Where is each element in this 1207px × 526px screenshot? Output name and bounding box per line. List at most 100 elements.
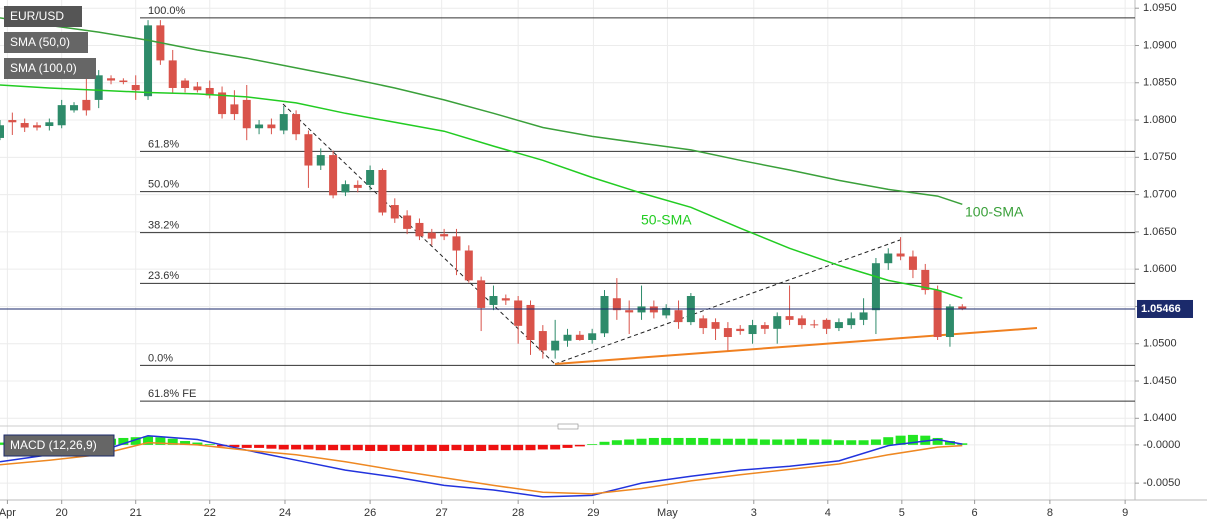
histogram-bar	[883, 437, 894, 445]
candle-body	[267, 124, 276, 129]
histogram-bar	[254, 444, 265, 448]
y-tick-label: 1.0850	[1143, 77, 1177, 89]
y-tick-label: 1.0450	[1143, 375, 1177, 387]
y-tick-label: -0.0050	[1143, 477, 1180, 489]
histogram-bar	[550, 444, 561, 450]
last-price-box	[1137, 299, 1193, 318]
histogram-bar	[944, 441, 955, 445]
series-annotation: 100-SMA	[965, 204, 1024, 220]
x-tick-label: 3	[751, 507, 757, 519]
candle-body	[945, 306, 954, 338]
histogram-bar	[439, 444, 450, 451]
candle-body	[612, 298, 621, 311]
candle-body	[304, 134, 313, 166]
histogram-bar	[340, 444, 351, 451]
candle-body	[8, 120, 17, 123]
fib-label: 50.0%	[148, 179, 179, 191]
histogram-bar	[414, 444, 425, 451]
histogram-bar	[463, 444, 474, 451]
x-tick-label: 26	[364, 507, 376, 519]
legend-box	[4, 58, 96, 79]
legend-box	[4, 32, 88, 53]
x-tick-label: Apr	[0, 507, 16, 519]
candle-body	[662, 307, 671, 316]
candle-body	[588, 333, 597, 340]
y-tick-label: 1.0950	[1143, 2, 1177, 14]
candle-body	[94, 75, 103, 100]
legend-sma100: SMA (100,0)	[10, 61, 77, 75]
candle-body	[427, 232, 436, 239]
histogram-bar	[118, 437, 129, 445]
candle-body	[242, 99, 251, 129]
x-tick-label: 29	[587, 507, 599, 519]
y-tick-label: 1.0600	[1143, 263, 1177, 275]
histogram-bar	[587, 444, 598, 445]
histogram-bar	[525, 444, 536, 451]
candle-body	[440, 234, 449, 237]
y-tick-label: 1.0700	[1143, 189, 1177, 201]
histogram-bar	[759, 439, 770, 445]
candle-body	[884, 253, 893, 264]
histogram-bar	[130, 437, 141, 445]
histogram-bar	[513, 444, 524, 451]
fib-label: 100.0%	[148, 5, 186, 17]
histogram-bar	[661, 437, 672, 445]
histogram-bar	[846, 440, 857, 445]
candle-body	[316, 155, 325, 166]
x-tick-label: May	[657, 507, 678, 519]
support-line	[554, 327, 1038, 365]
histogram-bar	[204, 444, 215, 445]
x-tick-label: 21	[130, 507, 142, 519]
candle-body	[822, 319, 831, 329]
panel-handle[interactable]	[557, 423, 579, 430]
histogram-bar	[809, 439, 820, 445]
histogram-bar	[722, 438, 733, 445]
histogram-bar	[673, 437, 684, 445]
candle-body	[933, 290, 942, 338]
histogram-bar	[735, 438, 746, 445]
y-tick-label: 1.0650	[1143, 226, 1177, 238]
candle-body	[625, 310, 634, 313]
candle-body	[390, 205, 399, 219]
fib-label: 61.8%	[148, 138, 179, 150]
candle-body	[736, 328, 745, 332]
series-annotation: 50-SMA	[641, 212, 692, 228]
histogram-bar	[920, 435, 931, 445]
x-tick-label: 5	[899, 507, 905, 519]
candle-body	[551, 340, 560, 351]
histogram-bar	[402, 444, 413, 451]
candle-body	[415, 222, 424, 237]
y-tick-label: 1.0800	[1143, 114, 1177, 126]
candle-body	[181, 80, 190, 88]
histogram-bar	[821, 439, 832, 445]
candle-body	[575, 334, 584, 340]
candle-body	[908, 256, 917, 270]
candle-body	[699, 318, 708, 329]
candle-body	[810, 324, 819, 326]
candle-body	[205, 87, 214, 96]
histogram-bar	[537, 444, 548, 450]
candle-body	[847, 318, 856, 326]
histogram-bar	[895, 435, 906, 445]
candle-body	[144, 25, 153, 97]
candle-body	[958, 306, 967, 309]
candle-body	[279, 114, 288, 131]
candle-body	[859, 312, 868, 320]
candle-body	[797, 318, 806, 326]
histogram-bar	[784, 439, 795, 445]
candle-body	[896, 253, 905, 257]
histogram-bar	[858, 440, 869, 445]
candle-body	[489, 296, 498, 305]
histogram-bar	[315, 444, 326, 451]
plot-layer: 1.04001.04501.05001.05501.06001.06501.07…	[0, 2, 1193, 519]
histogram-bar	[377, 444, 388, 451]
histogram-bar	[648, 437, 659, 445]
candle-body	[514, 300, 523, 326]
candle-body	[600, 296, 609, 334]
x-tick-label: 24	[279, 507, 291, 519]
y-tick-label: 1.0900	[1143, 39, 1177, 51]
candle-body	[501, 298, 510, 301]
histogram-bar	[328, 444, 339, 451]
x-tick-label: 9	[1122, 507, 1128, 519]
